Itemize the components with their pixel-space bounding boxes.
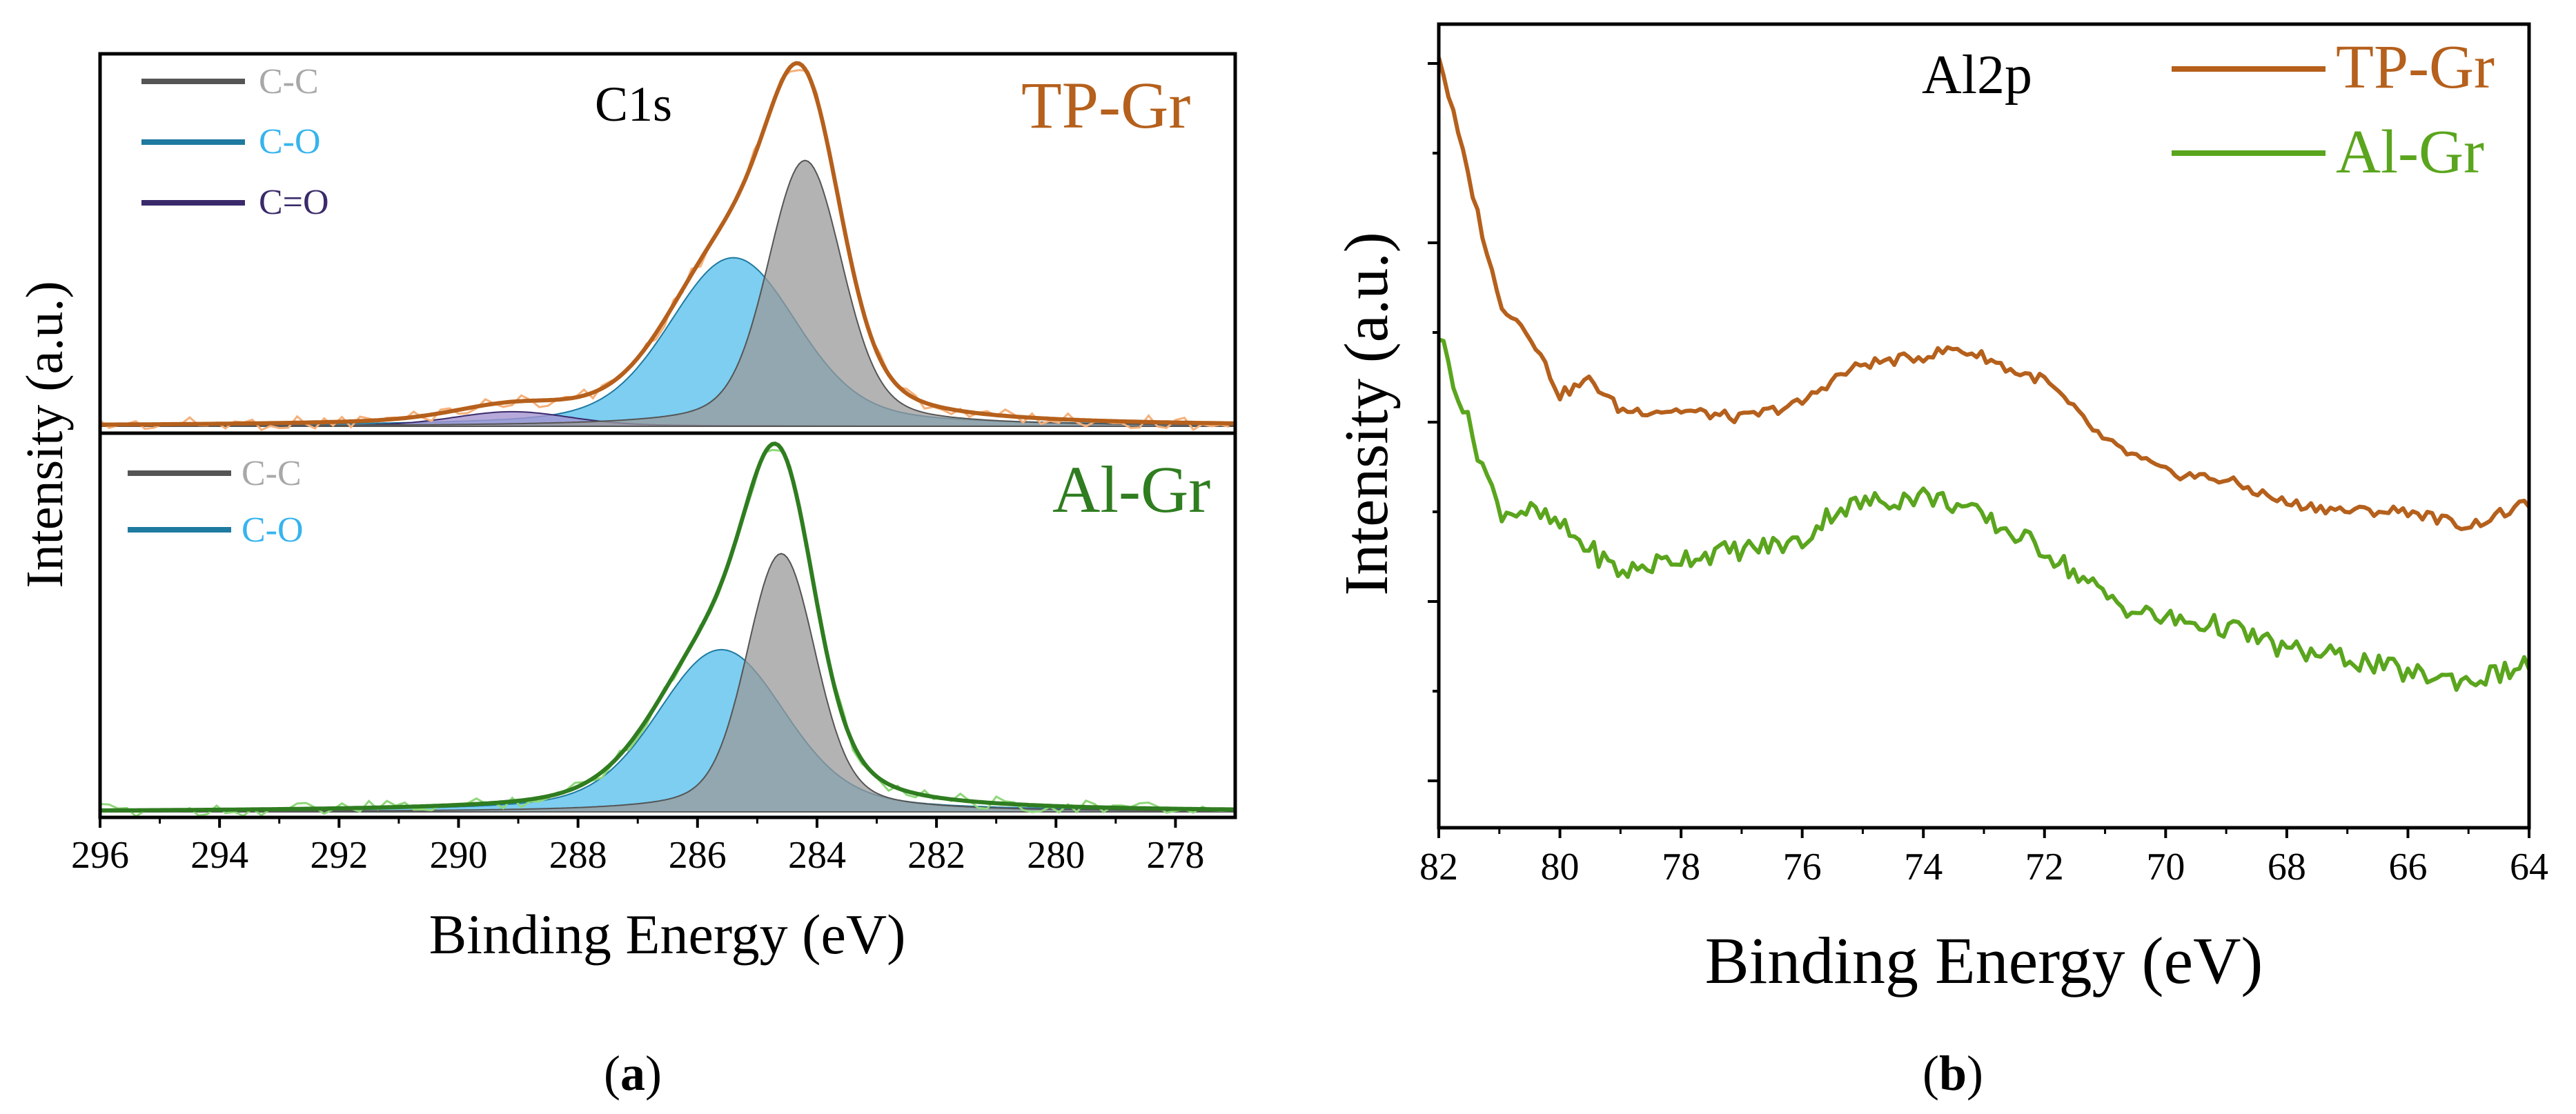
x-tick-label: 278 [1146, 834, 1204, 877]
c1s-al-gr-plot-area [99, 441, 1236, 818]
legend-co-label: C-O [259, 122, 321, 161]
x-tick-label: 78 [1662, 846, 1700, 888]
al2p-title: Al2p [1922, 45, 2032, 106]
series-line-al-gr [1438, 337, 2531, 692]
x-tick-label: 290 [429, 834, 487, 877]
x-tick-label: 284 [788, 834, 846, 877]
raw-data-tp-gr [99, 69, 1230, 432]
x-tick-label: 66 [2388, 846, 2427, 888]
panel-b-label-open: ( [1923, 1046, 1939, 1101]
tp-gr-sample-label: TP-Gr [1021, 68, 1190, 142]
panel-a-label-open: ( [604, 1046, 620, 1101]
c1s-legend: C-C C-O C=O [141, 62, 329, 222]
x-tick-label: 294 [190, 834, 248, 877]
x-tick-label: 280 [1027, 834, 1085, 877]
c1s-title: C1s [595, 77, 672, 132]
al-gr-sample-label: Al-Gr [1052, 452, 1210, 526]
al2p-plot-area [1437, 57, 2531, 692]
panel-a-label-letter: a [620, 1046, 645, 1101]
x-tick-label: 286 [669, 834, 727, 877]
x-tick-label: 72 [2025, 846, 2064, 888]
component-al-gr-co [99, 648, 1236, 813]
c1s-legend-bottom: C-C C-O [128, 454, 304, 550]
x-tick-label: 70 [2146, 846, 2185, 888]
x-tick-label: 80 [1541, 846, 1580, 888]
legend-cc-label: C-C [259, 62, 319, 101]
c1s-y-axis-label: Intensity (a.u.) [16, 281, 74, 588]
component-tp-gr-co [99, 257, 1236, 427]
panel-a-c1s-chart: 296 294 292 290 288 286 284 282 280 278 C-C C-O C… [16, 52, 1237, 966]
x-tick-label: 296 [71, 834, 129, 877]
al2p-x-axis-label: Binding Energy (eV) [1705, 924, 2263, 997]
legend-al-gr-label: Al-Gr [2336, 118, 2484, 186]
x-tick-label: 288 [549, 834, 607, 877]
x-tick-label: 282 [907, 834, 965, 877]
legend-cdo-label: C=O [259, 183, 329, 222]
x-tick-label: 292 [310, 834, 368, 877]
legend-bottom-cc-label: C-C [242, 454, 302, 493]
al2p-legend: TP-Gr Al-Gr [2172, 33, 2495, 186]
legend-tp-gr-label: TP-Gr [2336, 33, 2495, 101]
panel-b-al2p-chart: 82 80 78 76 74 72 70 68 66 64 Al2p TP-Gr Al-Gr In… [1333, 22, 2548, 997]
al2p-ticks: 82 80 78 76 74 72 70 68 66 64 [1419, 62, 2548, 888]
panel-a-label: (a) [604, 1046, 662, 1101]
c1s-bottom-frame [98, 431, 1237, 819]
panel-a-label-close: ) [645, 1046, 662, 1101]
envelope-al-gr [100, 441, 1235, 813]
x-tick-label: 82 [1419, 846, 1458, 888]
legend-bottom-co-label: C-O [242, 510, 304, 550]
c1s-x-ticks: 296 294 292 290 288 286 284 282 280 278 [71, 817, 1204, 877]
envelope-tp-gr [100, 61, 1235, 427]
panel-b-label: (b) [1923, 1046, 1983, 1101]
x-tick-label: 64 [2510, 846, 2548, 888]
panel-b-label-letter: b [1939, 1046, 1967, 1101]
c1s-tp-gr-plot-area [99, 61, 1236, 432]
panel-b-label-close: ) [1967, 1046, 1983, 1101]
c1s-x-axis-label: Binding Energy (eV) [429, 903, 906, 966]
x-tick-label: 76 [1783, 846, 1822, 888]
al2p-y-axis-label: Intensity (a.u.) [1333, 232, 1401, 595]
x-tick-label: 68 [2268, 846, 2306, 888]
x-tick-label: 74 [1904, 846, 1943, 888]
series-line-tp-gr [1437, 57, 2531, 532]
